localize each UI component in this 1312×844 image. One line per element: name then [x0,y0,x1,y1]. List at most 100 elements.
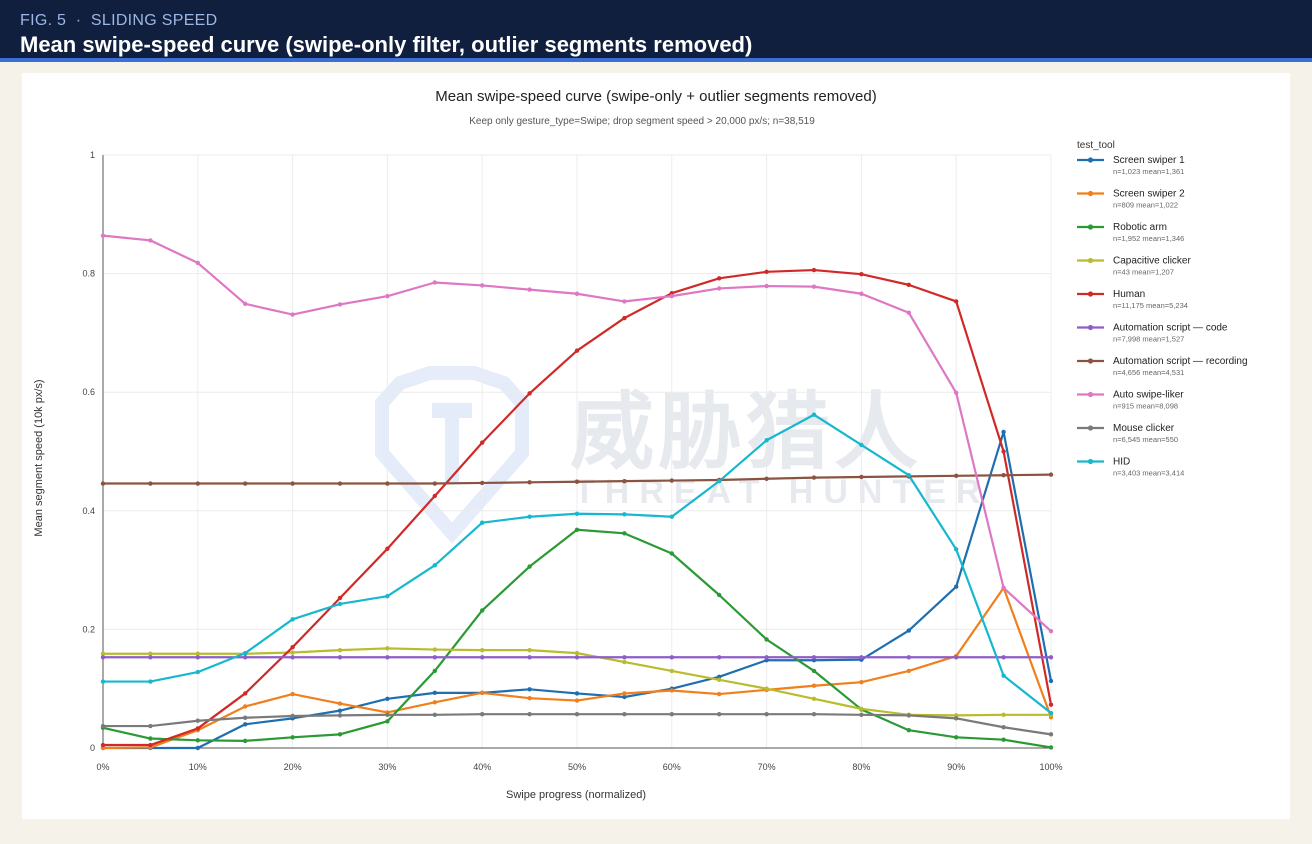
data-point [764,269,769,275]
data-point [148,481,153,486]
data-point [859,712,864,717]
data-point [906,628,911,633]
chart-subtitle: Keep only gesture_type=Swipe; drop segme… [469,116,815,127]
data-point [527,564,532,569]
line-chart: 威胁猎人 THREAT HUNTER Mean swipe-speed curv… [33,88,1248,801]
legend-label: Robotic arm [1113,222,1167,233]
data-point [717,677,722,683]
legend-swatch-marker [1087,425,1094,431]
data-point [337,595,343,601]
data-point [622,711,627,717]
data-point [243,715,248,720]
data-point [480,711,485,717]
legend-title: test_tool [1077,140,1115,151]
legend-label: Automation script — recording [1113,356,1248,367]
data-point [764,283,769,289]
data-point [574,527,580,532]
data-point [859,291,864,296]
data-point [717,276,722,281]
data-point [669,514,674,519]
y-tick-label: 0.6 [82,387,95,397]
legend-swatch-marker [1087,190,1094,197]
data-point [669,655,674,660]
data-point [243,481,248,486]
data-point [1001,725,1006,730]
legend-label: Automation script — code [1113,323,1228,334]
data-point [1001,737,1006,742]
y-axis-label: Mean segment speed (10k px/s) [33,379,45,536]
data-point [195,745,200,751]
data-point [669,478,674,483]
data-point [574,698,580,703]
data-point [622,694,627,700]
legend-stats: n=3,403 mean=3,414 [1113,469,1184,478]
legend-stats: n=1,952 mean=1,346 [1113,234,1184,243]
data-point [906,473,911,478]
data-point [669,688,674,693]
data-point [385,481,390,486]
legend-stats: n=915 mean=8,098 [1113,402,1178,411]
data-point [385,696,390,701]
data-point [574,479,580,484]
data-point [243,301,248,307]
data-point [243,691,248,696]
x-tick-label: 0% [96,762,109,772]
data-point [432,655,437,660]
x-tick-label: 40% [473,762,491,772]
legend-label: Screen swiper 2 [1113,189,1185,200]
data-point [622,655,627,660]
legend: test_tool Screen swiper 1n=1,023 mean=1,… [1077,140,1248,478]
legend-label: Screen swiper 1 [1113,155,1185,166]
data-point [527,655,532,660]
data-point [527,287,532,292]
data-point [954,547,959,552]
data-point [859,655,864,660]
data-point [195,481,200,486]
figure-title: Mean swipe-speed curve (swipe-only filte… [20,32,753,57]
data-point [527,480,532,485]
data-point [764,686,769,691]
data-point [811,711,817,717]
data-point [385,719,390,724]
data-point [100,651,106,656]
data-point [385,655,390,660]
data-point [906,310,911,315]
data-point [1048,745,1054,750]
data-point [811,475,817,480]
data-point [385,546,390,551]
data-point [669,551,674,556]
data-point [100,655,106,660]
legend-label: Human [1113,289,1145,300]
data-point [480,608,485,613]
data-point [622,659,627,665]
data-point [337,701,343,706]
legend-stats: n=6,545 mean=550 [1113,435,1178,444]
legend-swatch-marker [1087,324,1094,331]
data-point [622,531,627,536]
data-point [717,592,722,598]
legend-stats: n=11,175 mean=5,234 [1113,301,1188,310]
data-point [954,584,959,589]
figure-section: SLIDING SPEED [90,12,218,29]
data-point [148,723,153,729]
data-point [243,655,248,660]
data-point [811,683,817,688]
data-point [290,617,295,622]
data-point [432,280,437,285]
data-point [574,691,580,696]
legend-swatch-marker [1087,257,1094,264]
y-tick-label: 0.4 [82,506,95,516]
data-point [669,711,674,717]
data-point [337,708,343,713]
data-point [954,655,959,660]
legend-label: Mouse clicker [1113,423,1175,434]
data-point [195,651,200,656]
data-point [1048,702,1054,707]
data-point [100,742,106,748]
data-point [290,691,295,697]
x-tick-label: 60% [663,762,681,772]
legend-stats: n=4,656 mean=4,531 [1113,368,1184,377]
data-point [574,711,580,717]
shield-logo-icon [375,366,529,544]
data-point [811,267,817,273]
